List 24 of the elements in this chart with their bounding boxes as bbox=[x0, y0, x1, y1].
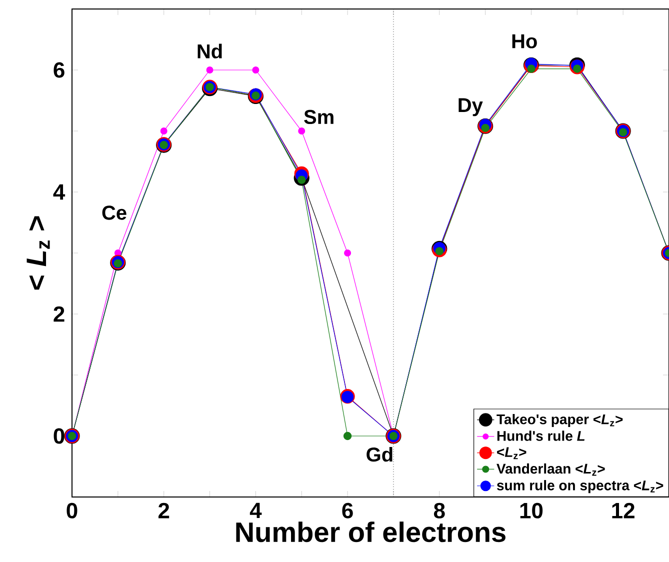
x-tick-label: 12 bbox=[612, 502, 634, 518]
x-axis-title: Number of electrons bbox=[236, 522, 506, 542]
annotation: Ho bbox=[512, 34, 537, 48]
legend-label: Vanderlaan <L$_{z}$> bbox=[496, 463, 605, 476]
y-tick-label: 2 bbox=[54, 306, 64, 322]
legend-label: sum rule on spectra <L$_{z}$> bbox=[496, 480, 664, 494]
y-tick-label: 0 bbox=[54, 428, 64, 444]
y-tick-label: 4 bbox=[53, 184, 66, 200]
annotation: Gd bbox=[366, 446, 392, 462]
x-tick-label: 6 bbox=[342, 502, 353, 518]
annotation: Sm bbox=[304, 110, 334, 124]
legend-label: <L$_{z}$> bbox=[497, 447, 526, 460]
y-axis-title: < L$_{z}$ > bbox=[26, 216, 50, 290]
legend-label: Hund's rule L bbox=[497, 430, 585, 441]
annotation: Nd bbox=[198, 44, 222, 58]
x-tick-label: 10 bbox=[520, 502, 543, 518]
annotation: Ce bbox=[102, 206, 126, 220]
x-tick-label: 0 bbox=[66, 502, 78, 518]
x-tick-label: 8 bbox=[434, 502, 445, 518]
x-tick-label: 4 bbox=[250, 502, 262, 518]
legend-label: Takeo's paper <L$_{z}$> bbox=[496, 414, 623, 428]
x-tick-label: 2 bbox=[158, 502, 170, 518]
y-tick-label: 6 bbox=[54, 62, 64, 78]
annotation: Dy bbox=[458, 98, 483, 116]
